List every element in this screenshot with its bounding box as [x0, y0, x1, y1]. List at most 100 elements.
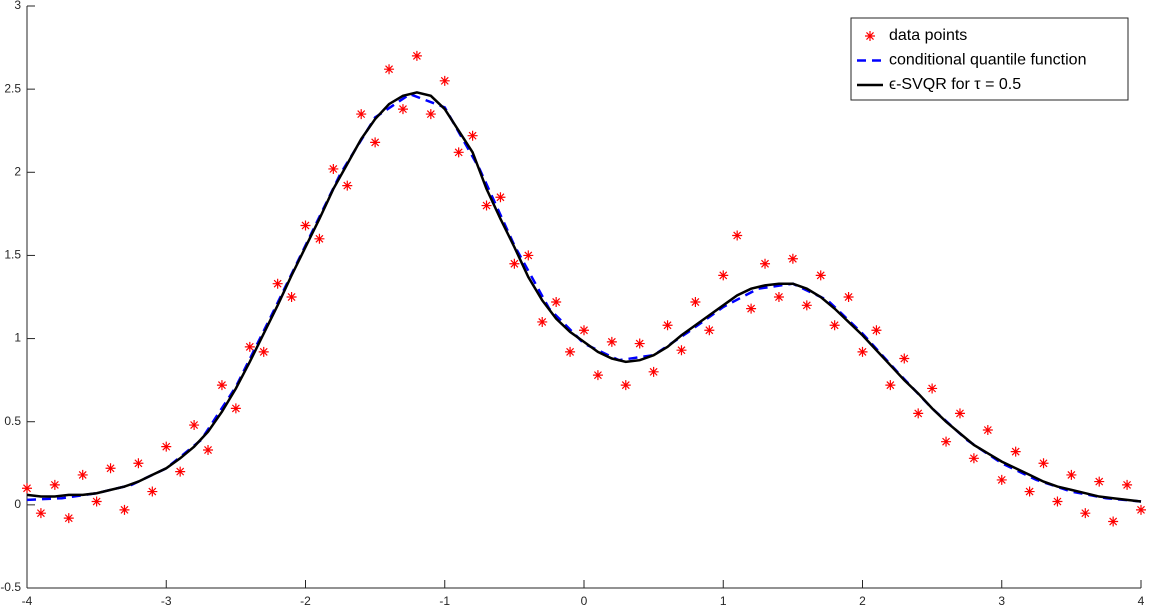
data-point: [189, 420, 200, 431]
data-point: [857, 346, 868, 357]
data-point: [871, 325, 882, 336]
data-point: [592, 370, 603, 381]
data-point: [384, 64, 395, 75]
legend-box: [850, 17, 1129, 101]
data-point: [244, 341, 255, 352]
data-point: [272, 278, 283, 289]
data-point: [286, 292, 297, 302]
data-point: [565, 346, 576, 357]
data-point: [982, 425, 993, 436]
data-point: [843, 292, 854, 302]
data-point: [356, 109, 367, 120]
y-tick-label: 0.5: [4, 414, 21, 428]
x-tick-label: -4: [22, 594, 33, 608]
data-point: [913, 408, 924, 419]
data-point: [495, 192, 506, 203]
data-point: [22, 483, 32, 494]
x-tick-label: -3: [161, 594, 172, 608]
data-point: [105, 463, 116, 474]
data-point: [746, 303, 757, 314]
data-point: [258, 346, 269, 357]
x-tick-label: 3: [998, 594, 1005, 608]
y-tick-label: 1.5: [4, 248, 21, 262]
data-point: [537, 316, 548, 327]
data-point: [397, 104, 408, 115]
data-point: [885, 380, 896, 391]
x-tick-label: 1: [720, 594, 727, 608]
data-point: [690, 296, 701, 307]
data-point: [648, 366, 659, 377]
legend-label: ϵ-SVQR for τ = 0.5: [889, 76, 1021, 93]
data-point: [230, 403, 241, 414]
legend-marker: [865, 31, 875, 41]
data-point: [1136, 504, 1146, 515]
data-point: [606, 336, 617, 347]
data-point: [704, 325, 715, 336]
y-tick-label: 0: [14, 497, 21, 511]
data-point: [1080, 508, 1091, 519]
y-tick-label: 3: [14, 0, 21, 12]
data-point: [467, 130, 478, 141]
data-point: [1108, 516, 1119, 527]
data-point: [481, 200, 492, 211]
data-point: [1066, 469, 1077, 480]
data-point: [119, 504, 130, 515]
data-point: [927, 383, 938, 394]
data-point: [579, 325, 589, 336]
data-point: [1052, 496, 1063, 507]
data-point: [161, 441, 172, 452]
data-point: [662, 320, 673, 331]
data-point: [453, 147, 464, 158]
data-point: [1122, 479, 1133, 490]
data-point: [954, 408, 965, 419]
x-tick-label: 4: [1138, 594, 1145, 608]
data-point: [203, 444, 214, 455]
data-point: [49, 479, 60, 490]
data-point: [509, 258, 520, 269]
y-tick-label: -0.5: [0, 580, 21, 594]
data-point: [1024, 486, 1035, 497]
data-point: [815, 270, 826, 281]
line: [26, 91, 1142, 503]
data-point: [634, 338, 645, 349]
data-point: [300, 220, 311, 231]
data-point: [314, 233, 325, 244]
x-tick-label: 0: [581, 594, 588, 608]
data-point: [787, 253, 798, 264]
data-point: [439, 75, 450, 86]
data-point: [620, 380, 631, 391]
data-point: [1038, 458, 1049, 469]
data-point: [676, 345, 687, 356]
x-tick-label: -2: [300, 594, 311, 608]
data-point: [147, 486, 158, 497]
x-tick-label: 2: [859, 594, 866, 608]
data-point: [175, 466, 186, 477]
data-point: [425, 109, 436, 120]
data-point: [941, 436, 952, 447]
data-point: [718, 270, 729, 281]
data-point: [996, 474, 1007, 485]
data-point: [773, 292, 784, 302]
y-tick-label: 1: [14, 331, 21, 345]
data-point: [551, 296, 562, 307]
legend-label: data points: [889, 27, 967, 44]
data-point: [829, 320, 840, 331]
data-point: [133, 458, 144, 469]
data-point: [968, 453, 979, 464]
x-tick-label: -1: [439, 594, 450, 608]
data-point: [63, 513, 74, 524]
data-point: [1094, 476, 1105, 487]
data-point: [91, 496, 102, 507]
y-tick-label: 2.5: [4, 81, 21, 95]
legend-label: conditional quantile function: [889, 52, 1086, 69]
data-point: [216, 380, 227, 391]
data-point: [35, 508, 46, 519]
data-point: [760, 258, 771, 269]
data-point: [370, 137, 381, 148]
y-tick-label: 2: [14, 164, 21, 178]
dashed-line: [26, 92, 1142, 503]
data-point: [77, 469, 88, 480]
data-point: [523, 250, 534, 261]
